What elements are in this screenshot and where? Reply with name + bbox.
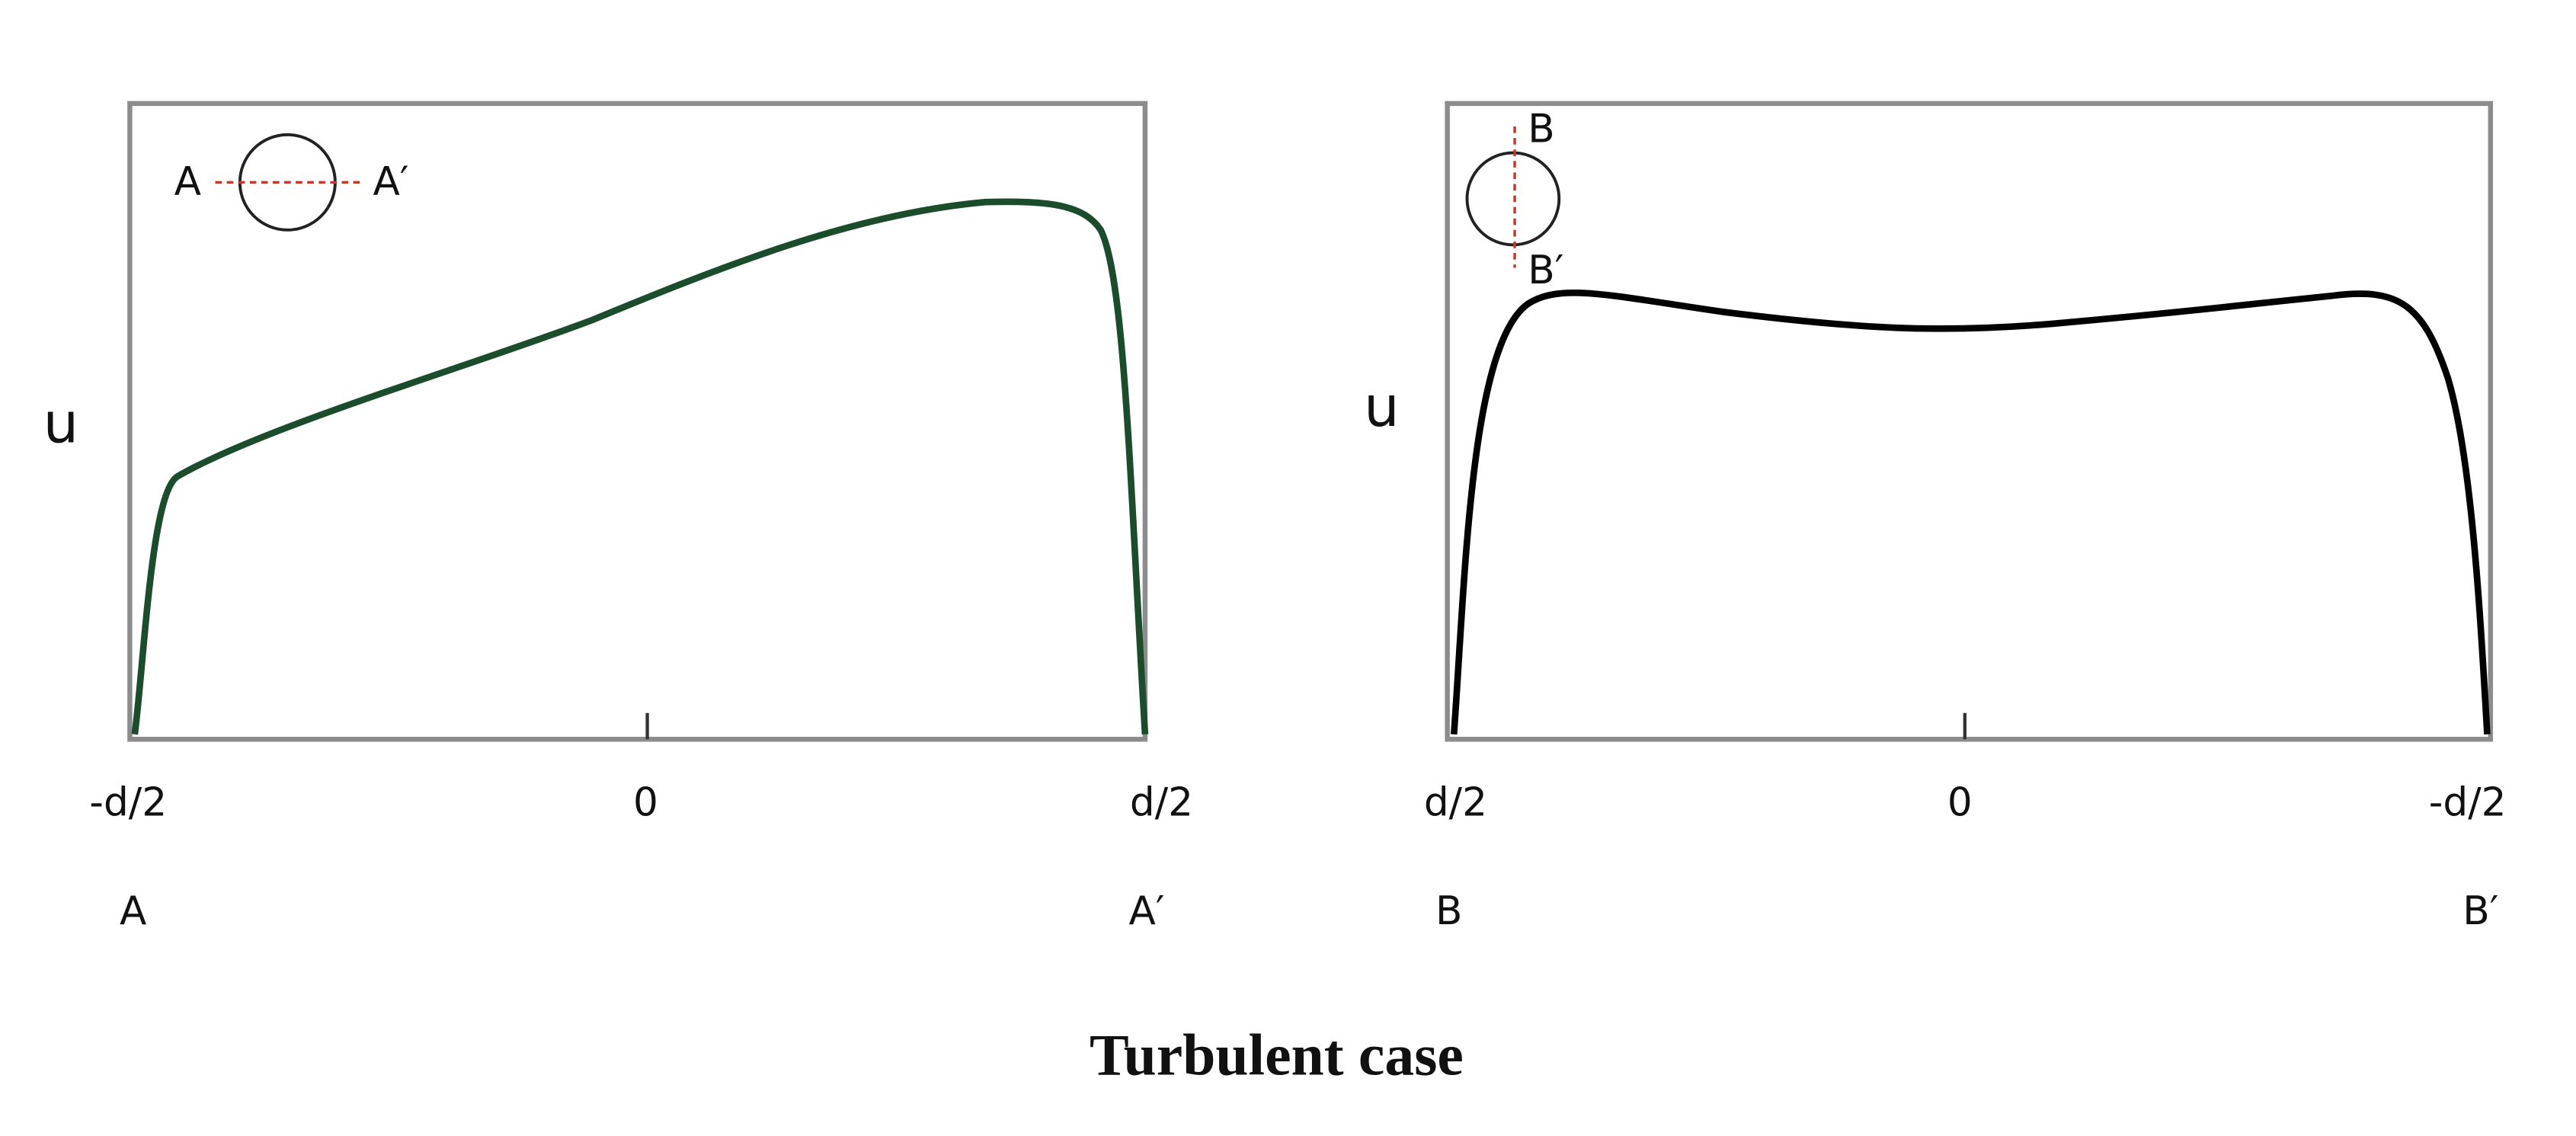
x-label: d/2 (1130, 780, 1193, 826)
end-label: B (1435, 888, 1463, 934)
inset-label: B (1528, 106, 1555, 152)
x-label: -d/2 (89, 780, 167, 826)
velocity-profile (131, 198, 1149, 735)
end-label: B′ (2462, 888, 2498, 934)
caption: Turbulent case (1090, 1022, 1464, 1088)
x-label: -d/2 (2429, 780, 2507, 826)
x-label: 0 (633, 780, 658, 826)
inset-label: A′ (373, 158, 409, 204)
velocity-profile (1450, 290, 2491, 735)
y-axis-label: u (43, 392, 78, 456)
plot-frame (1445, 101, 2494, 742)
end-label: A′ (1128, 888, 1164, 934)
plot-frame (127, 101, 1148, 742)
x-label: d/2 (1424, 780, 1487, 826)
x-label: 0 (1947, 780, 1973, 826)
inset-label: A (174, 158, 201, 204)
inset-label: B′ (1528, 248, 1563, 293)
end-label: A (120, 888, 146, 934)
pipe-section (1465, 151, 1561, 247)
y-axis-label: u (1364, 375, 1399, 440)
